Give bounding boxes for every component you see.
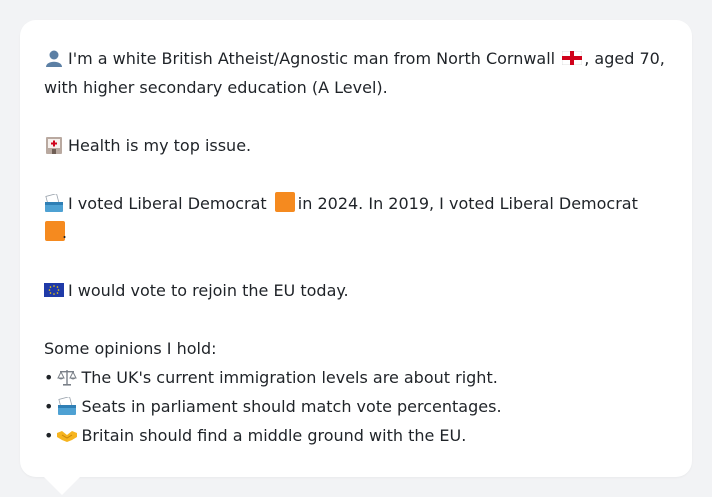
eu-flag-icon — [44, 283, 64, 297]
health-text: Health is my top issue. — [68, 136, 252, 155]
ballot-box-icon — [58, 397, 77, 415]
vote-text-b: in 2024. In 2019, I voted Liberal Democr… — [297, 194, 638, 213]
lib-dem-orange-square-icon — [45, 221, 65, 241]
ballot-box-icon — [45, 194, 63, 212]
handshake-icon — [57, 431, 78, 442]
opinion-text: Seats in parliament should match vote pe… — [81, 397, 502, 416]
person-icon — [46, 50, 62, 67]
bullet: • — [44, 426, 54, 445]
opinion-item: • Seats in parliament should match vote … — [44, 392, 668, 421]
hospital-icon — [46, 137, 62, 154]
opinion-item: • Britain should find a middle ground wi… — [44, 421, 668, 450]
vote-paragraph: I voted Liberal Democrat in 2024. In 201… — [44, 189, 668, 247]
speech-bubble-tail — [44, 477, 80, 495]
intro-paragraph: I'm a white British Atheist/Agnostic man… — [44, 44, 668, 102]
intro-text-a: I'm a white British Atheist/Agnostic man… — [68, 49, 556, 68]
eu-paragraph: I would vote to rejoin the EU today. — [44, 276, 668, 305]
message-card: I'm a white British Atheist/Agnostic man… — [20, 20, 692, 477]
bullet: • — [44, 368, 54, 387]
opinions-heading: Some opinions I hold: — [44, 339, 217, 358]
opinion-text: The UK's current immigration levels are … — [81, 368, 498, 387]
vote-text-a: I voted Liberal Democrat — [68, 194, 267, 213]
scales-icon — [57, 370, 78, 386]
bullet: • — [44, 397, 54, 416]
vote-text-c: . — [62, 223, 68, 242]
intro-text-b: , aged 70, with higher secondary educati… — [44, 49, 665, 97]
opinion-item: • The UK's current immigration levels ar… — [44, 363, 668, 392]
opinion-text: Britain should find a middle ground with… — [81, 426, 467, 445]
england-flag-icon — [562, 51, 583, 65]
lib-dem-orange-square-icon — [274, 192, 295, 212]
health-paragraph: Health is my top issue. — [44, 131, 668, 160]
eu-text: I would vote to rejoin the EU today. — [68, 281, 349, 300]
